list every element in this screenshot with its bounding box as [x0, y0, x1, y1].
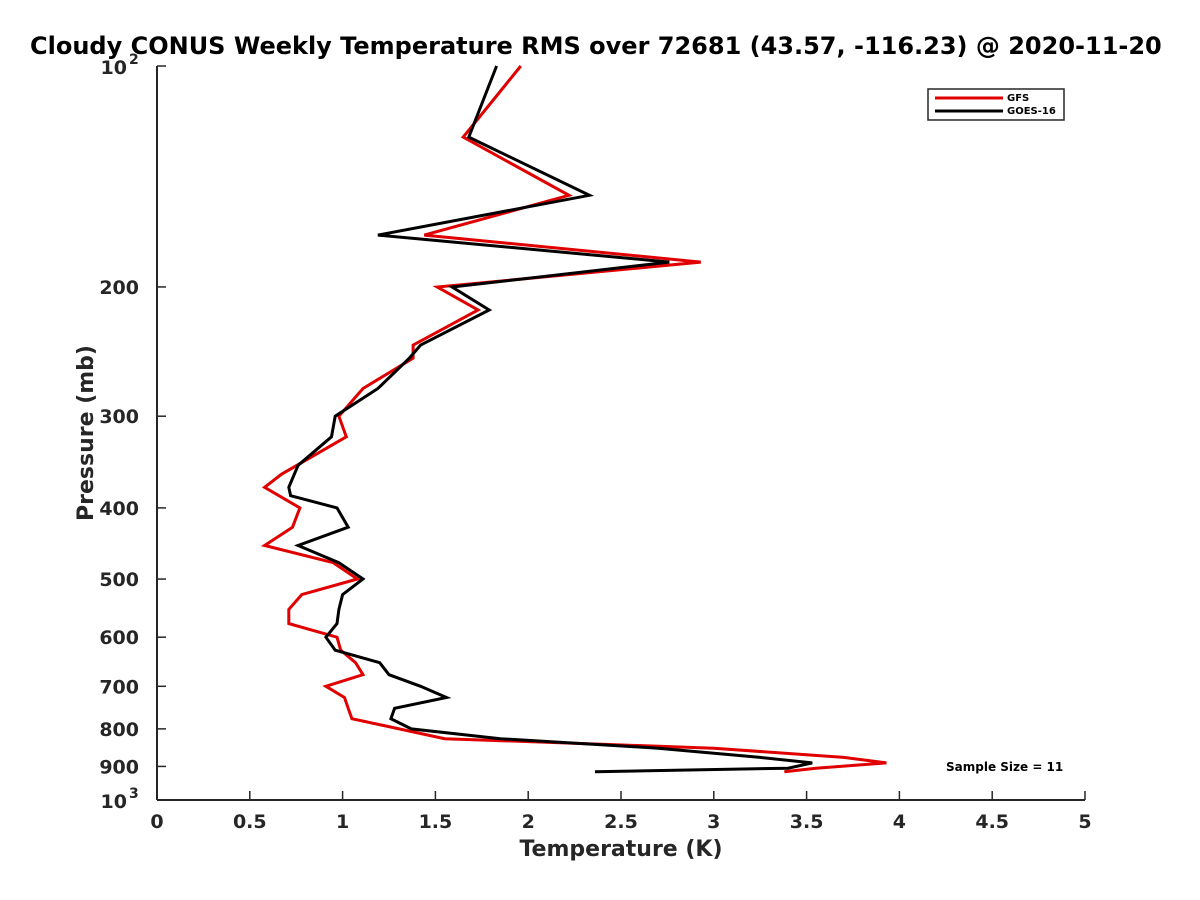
y-tick-label: 300 [99, 406, 139, 428]
series-line-goes-16 [287, 65, 813, 774]
y-tick-label: 500 [99, 569, 139, 591]
y-tick-label: 600 [99, 627, 139, 649]
x-axis-label: Temperature (K) [519, 837, 722, 862]
y-tick-label: 400 [99, 498, 139, 520]
y-tick-label: 900 [99, 756, 139, 778]
series-line-gfs [260, 65, 887, 774]
legend-label-gfs: GFS [1007, 93, 1029, 104]
legend: GFS GOES-16 [927, 88, 1065, 121]
x-tick-label: 0.5 [233, 811, 267, 833]
legend-box [927, 88, 1065, 121]
x-tick-label: 2.5 [604, 811, 638, 833]
x-tick-label: 4.5 [975, 811, 1009, 833]
legend-label-goes-16: GOES-16 [1007, 106, 1056, 117]
plot-area: 0 0.5 1 1.5 2 2.5 3 3.5 4 4.5 5 10 2200300400500600… [99, 52, 1091, 833]
y-tick-label: 200 [99, 277, 139, 299]
y-tick-exponent: 2 [129, 52, 139, 68]
y-tick-label: 10 [101, 791, 127, 813]
x-tick-label: 3.5 [790, 811, 824, 833]
y-tick-label: 10 [101, 57, 127, 79]
x-tick-label: 2 [522, 811, 535, 833]
series-lines [260, 65, 887, 774]
y-tick-label: 700 [99, 676, 139, 698]
x-tick-label: 0 [150, 811, 163, 833]
x-ticks: 0 0.5 1 1.5 2 2.5 3 3.5 4 4.5 5 [150, 791, 1092, 833]
chart-title: Cloudy CONUS Weekly Temperature RMS over… [30, 32, 1162, 60]
x-tick-label: 1 [336, 811, 349, 833]
y-tick-label: 800 [99, 719, 139, 741]
y-tick-exponent: 3 [129, 786, 139, 802]
x-tick-label: 3 [707, 811, 720, 833]
x-tick-label: 4 [893, 811, 906, 833]
y-axis-label: Pressure (mb) [74, 345, 99, 521]
x-tick-label: 1.5 [419, 811, 453, 833]
sample-size-annotation: Sample Size = 11 [946, 760, 1063, 774]
x-tick-label: 5 [1078, 811, 1091, 833]
